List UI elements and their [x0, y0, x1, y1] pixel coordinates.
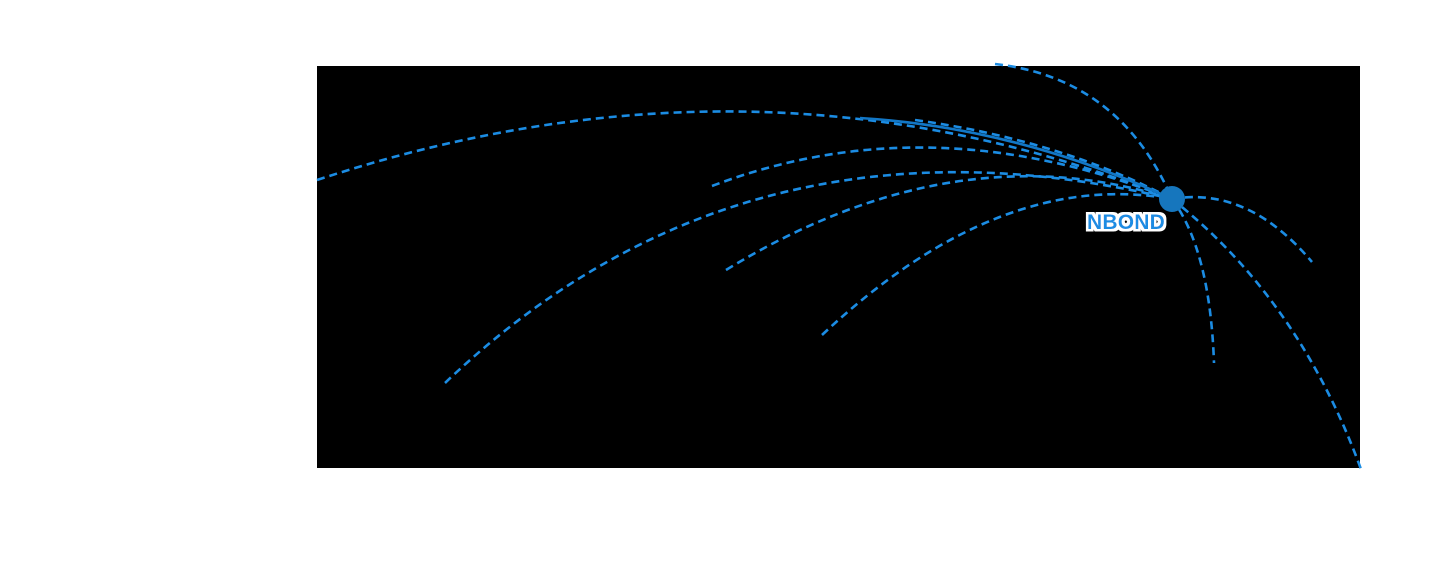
- route-arc: [711, 146, 1173, 201]
- route-arc: [821, 192, 1173, 336]
- node-label-nbond: NBOND: [1087, 211, 1165, 234]
- route-arc: [994, 62, 1174, 200]
- route-arc-group: [316, 62, 1364, 473]
- route-arc: [725, 174, 1173, 272]
- node-marker-nbond[interactable]: [1159, 186, 1185, 212]
- route-arc: [1170, 198, 1216, 364]
- map-panel: [317, 66, 1360, 468]
- route-arc: [859, 116, 1173, 201]
- route-arc: [1171, 197, 1364, 473]
- route-arc: [1171, 195, 1313, 263]
- route-arc: [316, 110, 1173, 201]
